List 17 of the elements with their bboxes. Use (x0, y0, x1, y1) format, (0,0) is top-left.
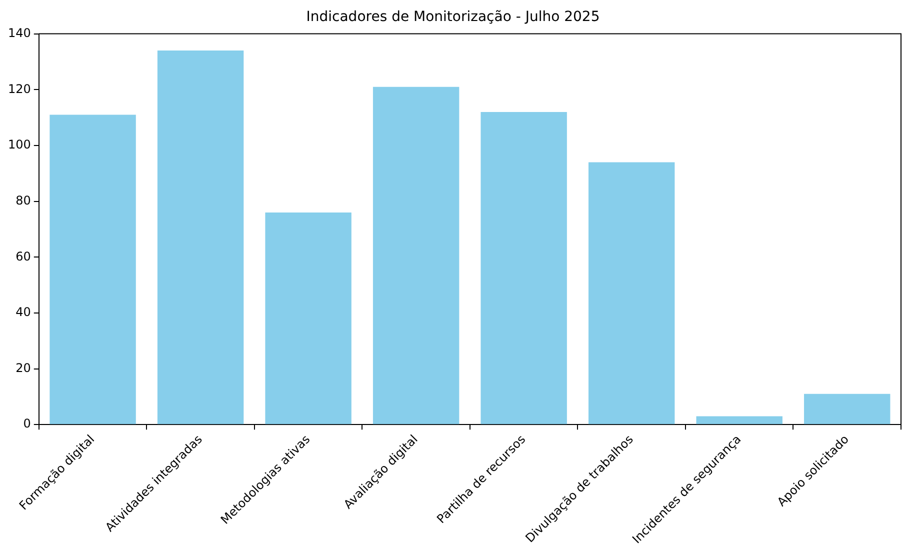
chart-title: Indicadores de Monitorização - Julho 2025 (306, 9, 600, 26)
y-tick-label: 20 (16, 360, 31, 375)
y-tick-label: 0 (23, 416, 31, 431)
bar (696, 416, 782, 424)
y-tick-label: 120 (8, 82, 31, 96)
bar (588, 162, 675, 424)
bar (50, 114, 136, 424)
bar (804, 394, 890, 424)
bar (157, 50, 244, 424)
bar (480, 112, 567, 424)
y-tick-label: 140 (8, 26, 31, 40)
y-tick-label: 60 (16, 249, 31, 264)
bar (265, 212, 352, 424)
y-tick-label: 100 (8, 138, 31, 152)
y-tick-label: 40 (16, 305, 31, 320)
bar (372, 86, 460, 424)
y-tick-label: 80 (16, 193, 31, 208)
